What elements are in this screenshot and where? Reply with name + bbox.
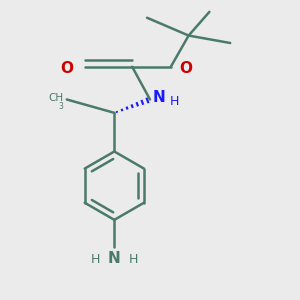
Text: H: H xyxy=(169,95,179,108)
Text: H: H xyxy=(91,253,100,266)
Text: N: N xyxy=(108,251,121,266)
Text: N: N xyxy=(152,91,165,106)
Text: O: O xyxy=(179,61,192,76)
Text: H: H xyxy=(128,253,138,266)
Text: 3: 3 xyxy=(58,102,64,111)
Text: CH: CH xyxy=(48,93,63,103)
Text: O: O xyxy=(60,61,73,76)
